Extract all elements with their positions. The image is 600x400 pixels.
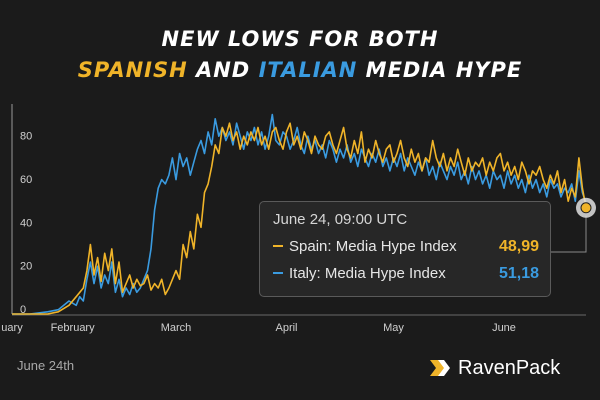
title-spanish-word: SPANISH (77, 58, 188, 82)
tooltip-value-spain: 48,99 (498, 238, 539, 255)
x-tick-label: March (161, 322, 192, 334)
y-axis: 0 20 40 60 80 (11, 104, 32, 316)
ravenpack-arrow-icon (430, 360, 450, 376)
tooltip-label-spain: Spain: Media Hype Index (289, 238, 457, 255)
x-axis: uary February March April May June (1, 314, 586, 334)
hover-point[interactable] (580, 202, 592, 214)
tooltip: June 24, 09:00 UTC Spain: Media Hype Ind… (259, 201, 551, 297)
title-italian-word: ITALIAN (258, 58, 358, 82)
series-lines (12, 113, 587, 315)
title-and-word: AND (195, 58, 251, 82)
tooltip-value-italy: 51,18 (498, 265, 539, 282)
title-line-2: SPANISH AND ITALIAN MEDIA HYPE (0, 55, 600, 86)
hover-marker[interactable] (576, 197, 596, 218)
chart-title: NEW LOWS FOR BOTH SPANISH AND ITALIAN ME… (0, 24, 600, 86)
x-tick-label: May (383, 322, 404, 334)
x-tick-label: April (276, 322, 298, 334)
x-tick-label: February (51, 322, 96, 334)
x-tick-label: uary (1, 322, 23, 334)
ravenpack-logo[interactable]: RavenPack (428, 356, 560, 380)
y-tick-label: 40 (20, 217, 32, 229)
y-tick-label: 80 (20, 131, 32, 143)
footer-date: June 24th (17, 358, 75, 373)
y-tick-label: 0 (20, 304, 26, 316)
spain-swatch-icon (273, 245, 283, 248)
x-tick-label: June (492, 322, 516, 334)
tooltip-label-italy: Italy: Media Hype Index (289, 265, 446, 282)
y-tick-label: 60 (20, 174, 32, 186)
y-tick-label: 20 (20, 261, 32, 273)
title-rest: MEDIA HYPE (365, 58, 523, 82)
tooltip-date: June 24, 09:00 UTC (273, 211, 408, 228)
italy-swatch-icon (273, 272, 283, 275)
tooltip-row-spain: Spain: Media Hype Index 48,99 (273, 238, 539, 258)
tooltip-connector-line (551, 215, 587, 253)
tooltip-row-italy: Italy: Media Hype Index 51,18 (273, 265, 539, 285)
title-line-1: NEW LOWS FOR BOTH (161, 27, 439, 51)
logo-text: RavenPack (458, 357, 561, 379)
series-line-italy (12, 113, 587, 315)
tooltip-connector (551, 215, 587, 253)
series-line-spain (12, 122, 587, 315)
